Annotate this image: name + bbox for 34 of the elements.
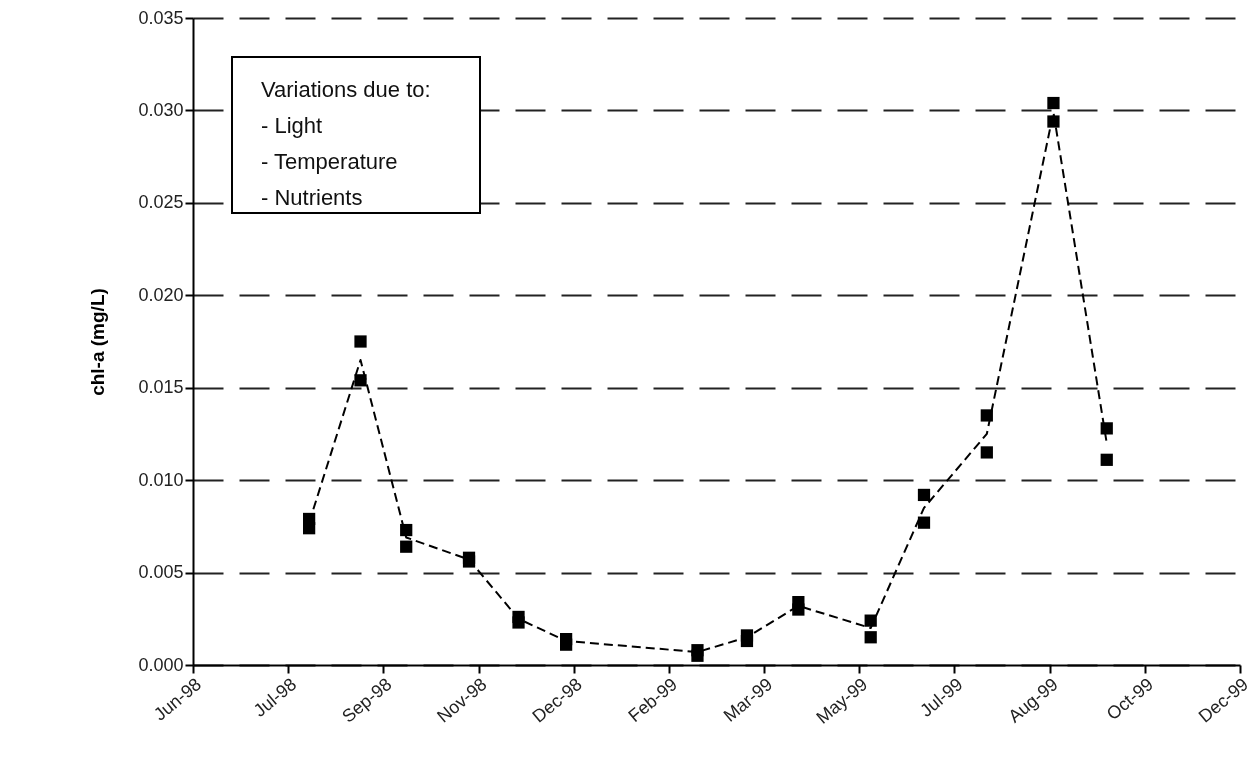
point xyxy=(864,631,877,644)
point xyxy=(691,649,704,662)
y-tick-label: 0.030 xyxy=(138,99,184,120)
point xyxy=(917,488,931,502)
point xyxy=(1100,422,1113,435)
point xyxy=(303,522,316,535)
y-tick-label: 0.010 xyxy=(138,469,184,490)
point xyxy=(1047,115,1060,128)
point xyxy=(917,516,931,529)
point xyxy=(512,616,525,629)
point xyxy=(1100,453,1113,466)
y-tick-label: 0.005 xyxy=(138,562,184,583)
point xyxy=(400,523,413,537)
point xyxy=(400,540,413,553)
point xyxy=(354,374,367,387)
point xyxy=(792,603,805,616)
annotation: Variations due to: xyxy=(261,76,432,104)
y-tick-label: 0.035 xyxy=(138,7,184,28)
point xyxy=(462,555,476,568)
y-axis-title: chl-a (mg/L) xyxy=(87,288,109,396)
annotation: - Nutrients xyxy=(261,184,364,212)
point xyxy=(980,409,993,422)
y-tick-label: 0.025 xyxy=(138,192,184,213)
annotation: - Light xyxy=(261,112,324,140)
annotation: - Temperature xyxy=(261,148,399,176)
y-tick-label: 0.020 xyxy=(138,284,184,305)
point xyxy=(559,638,573,651)
point xyxy=(740,634,754,648)
point xyxy=(864,614,877,627)
point xyxy=(354,335,367,348)
y-tick-label: 0.015 xyxy=(138,377,184,398)
point xyxy=(1047,96,1060,110)
point xyxy=(980,446,993,459)
y-tick-label: 0.000 xyxy=(138,654,184,675)
